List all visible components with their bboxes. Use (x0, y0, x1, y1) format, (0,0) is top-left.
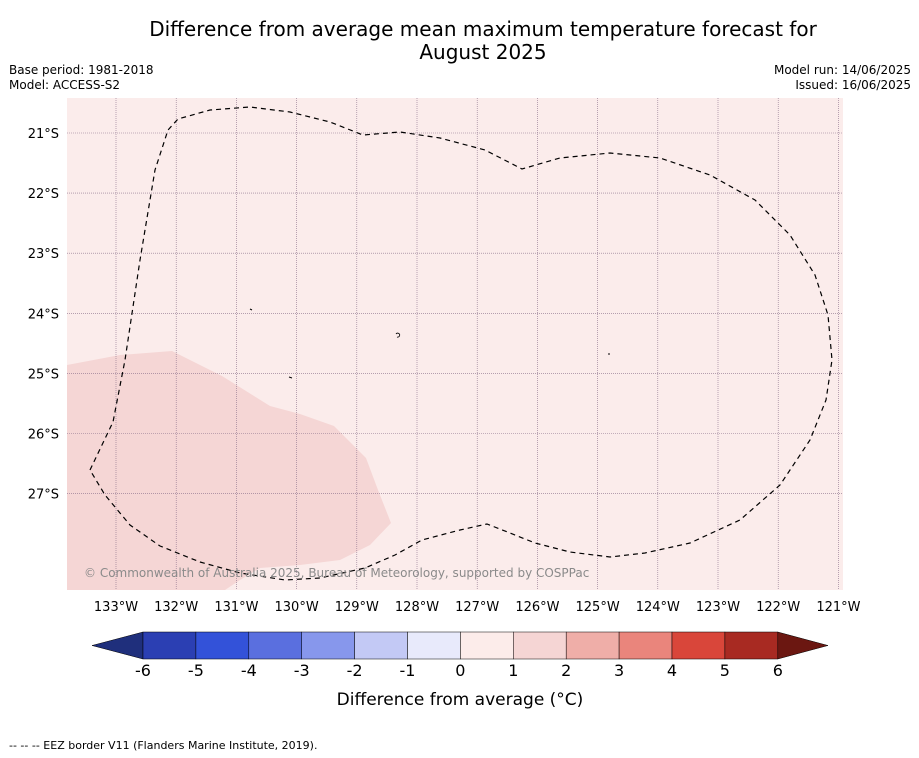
lon-label: 127°W (455, 600, 499, 615)
colorbar-tick-label: -4 (241, 661, 257, 680)
lon-label: 133°W (94, 600, 138, 615)
map-title: Difference from average mean maximum tem… (0, 18, 919, 64)
lat-label: 26°S (28, 428, 59, 443)
issued-date: Issued: 16/06/2025 (795, 78, 911, 92)
colorbar-segment (142, 631, 197, 660)
lon-label: 122°W (756, 600, 800, 615)
meta-left: Base period: 1981-2018 Model: ACCESS-S2 (9, 63, 154, 93)
lat-label: 27°S (28, 488, 59, 503)
colorbar-segment (724, 631, 779, 660)
latitude-labels: 21°S 22°S 23°S 24°S 25°S 26°S 27°S (28, 127, 59, 503)
colorbar-tick-label: -3 (294, 661, 310, 680)
colorbar-tick-label: -2 (347, 661, 363, 680)
lat-label: 25°S (28, 367, 59, 382)
lon-label: 123°W (696, 600, 740, 615)
title-line-2: August 2025 (419, 40, 547, 64)
copyright-text: © Commonwealth of Australia 2025, Bureau… (84, 566, 589, 580)
colorbar-tick-label: -1 (400, 661, 416, 680)
colorbar-segment (618, 631, 673, 660)
lon-label: 124°W (636, 600, 680, 615)
colorbar-tick-label: 4 (667, 661, 677, 680)
lon-label: 125°W (576, 600, 620, 615)
graticule (67, 98, 843, 590)
colorbar-tick-label: 6 (773, 661, 783, 680)
lon-label: 131°W (214, 600, 258, 615)
eez-border (89, 106, 833, 581)
lon-label: 129°W (335, 600, 379, 615)
colorbar-tick-label: 2 (561, 661, 571, 680)
lon-label: 132°W (154, 600, 198, 615)
colorbar-tick-label: 1 (508, 661, 518, 680)
colorbar-segment (513, 631, 567, 660)
eez-footnote: -- -- -- EEZ border V11 (Flanders Marine… (9, 739, 318, 752)
island-2 (395, 332, 401, 338)
map-panel: © Commonwealth of Australia 2025, Bureau… (67, 98, 843, 590)
colorbar-segment (195, 631, 250, 660)
colorbar-tick-label: 3 (614, 661, 624, 680)
island-3 (288, 376, 293, 379)
lat-label: 22°S (28, 187, 59, 202)
colorbar-segment (248, 631, 302, 660)
lon-label: 121°W (816, 600, 860, 615)
colorbar-label: Difference from average (°C) (337, 690, 584, 710)
lat-label: 24°S (28, 307, 59, 322)
model-name: Model: ACCESS-S2 (9, 78, 121, 92)
lat-label: 21°S (28, 127, 59, 142)
colorbar-extend-low (91, 631, 144, 660)
lon-label: 130°W (275, 600, 319, 615)
colorbar-segment (671, 631, 726, 660)
title-line-1: Difference from average mean maximum tem… (149, 17, 817, 41)
lat-label: 23°S (28, 247, 59, 262)
meta-right: Model run: 14/06/2025 Issued: 16/06/2025 (774, 63, 911, 93)
colorbar-tick-label: 5 (720, 661, 730, 680)
base-period: Base period: 1981-2018 (9, 63, 154, 77)
island-1 (249, 308, 253, 311)
longitude-labels: 133°W 132°W 131°W 130°W 129°W 128°W 127°W 126°W… (94, 600, 861, 615)
colorbar-tick-label: -6 (135, 661, 151, 680)
colorbar-segment (407, 631, 461, 660)
colorbar-segment (354, 631, 408, 660)
colorbar-tick-label: -5 (188, 661, 204, 680)
lon-label: 128°W (395, 600, 439, 615)
colorbar-segment (460, 631, 514, 660)
model-run: Model run: 14/06/2025 (773, 63, 911, 77)
lon-label: 126°W (515, 600, 559, 615)
colorbar-segment (301, 631, 355, 660)
colorbar-segment (565, 631, 620, 660)
colorbar-tick-label: 0 (455, 661, 465, 680)
anomaly-region-1-2 (67, 351, 391, 590)
colorbar: -6 -5 -4 -3 -2 -1 0 1 2 3 4 5 6 (91, 631, 829, 680)
colorbar-extend-high (777, 631, 829, 660)
